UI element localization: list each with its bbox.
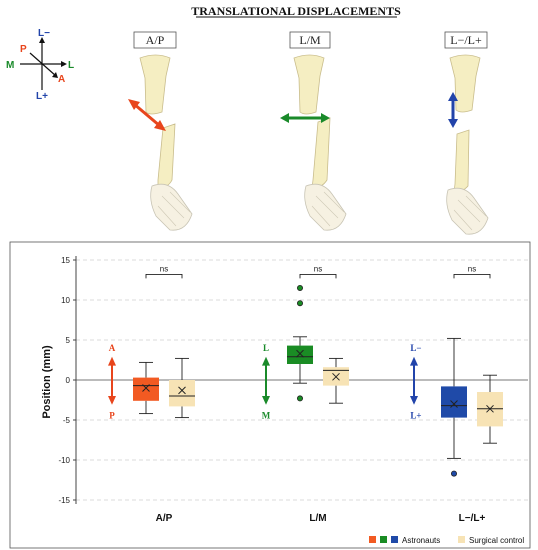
outlier-point	[296, 395, 303, 402]
box-astronauts-1	[287, 284, 313, 402]
box-astronauts-2	[441, 337, 467, 477]
y-tick-label: 5	[66, 336, 71, 345]
bone-illustration	[293, 54, 347, 231]
key-label-top: L−	[38, 28, 50, 39]
orientation-key: L− L+ M L P A	[6, 28, 74, 102]
y-tick-label: 10	[61, 296, 70, 305]
significance-bracket-0: ns	[145, 264, 183, 279]
box-series	[133, 284, 503, 477]
outlier-point	[450, 470, 457, 477]
legend-label-surgical-control: Surgical control	[469, 536, 524, 545]
category-label: L/M	[309, 513, 326, 524]
mean-marker	[178, 386, 186, 395]
chart-outer-frame	[9, 241, 531, 549]
direction-label-bottom: L+	[410, 410, 421, 420]
y-axis-label: Position (mm)	[41, 345, 53, 419]
box-iqr	[287, 345, 313, 364]
direction-arrow-head	[410, 396, 418, 405]
panel-ll-label-box	[444, 31, 488, 49]
bracket-line	[453, 273, 491, 279]
horizontal-double-arrow-icon	[280, 113, 330, 123]
mean-marker	[486, 404, 494, 413]
significance-bracket-1: ns	[299, 264, 337, 279]
legend-swatch-astronauts-blue	[391, 536, 398, 543]
direction-label-top: L	[263, 343, 269, 353]
panel-ap-label-box	[133, 31, 177, 49]
legend-swatch-astronauts-orange	[369, 536, 376, 543]
key-label-left: M	[6, 60, 14, 71]
panel-lm-label-box	[289, 31, 331, 49]
box-surgical-control-0	[169, 357, 195, 419]
legend: Astronauts Surgical control	[369, 536, 524, 545]
box-astronauts-0	[133, 361, 159, 415]
significance-label: ns	[314, 264, 322, 273]
box-surgical-control-1	[323, 357, 349, 404]
vertical-double-arrow-icon	[448, 92, 458, 128]
mean-marker	[332, 372, 340, 381]
panel-ap: A/P	[128, 31, 193, 231]
significance-bracket-2: ns	[453, 264, 491, 279]
panel-lm: L/M	[280, 31, 347, 231]
outlier-point	[296, 300, 303, 307]
direction-label-top: A	[109, 343, 116, 353]
direction-arrow-head	[410, 356, 418, 366]
bone-illustration	[446, 54, 489, 235]
outlier-point	[296, 284, 303, 291]
bracket-line	[299, 273, 337, 279]
y-tick-label: 15	[61, 256, 70, 265]
direction-label-bottom: P	[109, 410, 115, 420]
bone-illustration	[139, 54, 193, 231]
legend-label-astronauts: Astronauts	[402, 536, 440, 545]
y-tick-label: -5	[63, 416, 71, 425]
key-label-right: L	[68, 60, 74, 71]
panel-ll: L−/L+	[444, 31, 489, 235]
diagonal-double-arrow-icon	[128, 99, 166, 131]
figure-title: TRANSLATIONAL DISPLACEMENTS	[191, 4, 401, 18]
direction-label-top: L−	[410, 343, 421, 353]
y-tick-label: -10	[58, 456, 70, 465]
direction-arrow-head	[262, 396, 270, 405]
direction-arrow-1: LM	[262, 343, 271, 420]
direction-arrow-2: L− L+	[410, 343, 422, 420]
direction-arrow-head	[108, 396, 116, 405]
box-iqr	[169, 380, 195, 407]
box-iqr	[133, 377, 159, 401]
category-labels: A/P L/M L−/L+	[156, 513, 486, 524]
significance-label: ns	[160, 264, 168, 273]
direction-arrow-0: AP	[108, 343, 116, 420]
legend-swatch-surgical-control	[458, 536, 465, 543]
mean-marker	[450, 400, 458, 408]
key-label-bottom: L+	[36, 91, 48, 102]
y-tick-label: -15	[58, 496, 70, 505]
panel-ll-label: L−/L+	[450, 33, 482, 47]
legend-swatch-astronauts-green	[380, 536, 387, 543]
mean-marker	[142, 384, 150, 392]
panel-lm-label: L/M	[299, 33, 321, 47]
direction-arrow-head	[108, 356, 116, 366]
direction-arrow-head	[262, 356, 270, 366]
box-iqr	[441, 386, 467, 418]
y-tick-label: 0	[66, 376, 71, 385]
key-label-lower-right: A	[58, 74, 65, 85]
category-label: L−/L+	[459, 513, 486, 524]
y-axis-ticks: -15 -10 -5 0 5 10 15	[58, 256, 77, 505]
significance-brackets: ns ns ns	[145, 264, 491, 279]
significance-label: ns	[468, 264, 476, 273]
bracket-line	[145, 273, 183, 279]
box-surgical-control-2	[477, 374, 503, 444]
direction-label-bottom: M	[262, 410, 271, 420]
mean-marker	[296, 349, 304, 358]
key-label-upper-left: P	[20, 44, 27, 55]
category-label: A/P	[156, 513, 173, 524]
panel-ap-label: A/P	[146, 33, 165, 47]
